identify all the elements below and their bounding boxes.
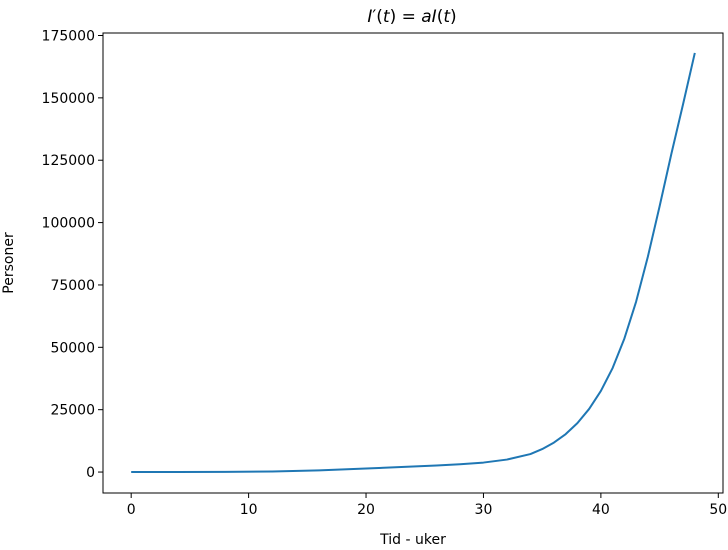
chart-title: I′(t) = aI(t) [367, 7, 456, 27]
title-prime: ′ [372, 7, 376, 27]
x-tick-label: 10 [240, 502, 258, 518]
x-axis-ticks: 0 10 20 30 40 50 [127, 493, 727, 518]
y-axis-label: Personer [1, 232, 17, 294]
series-line [131, 52, 696, 474]
y-tick-label: 150000 [42, 91, 95, 107]
x-tick-label: 30 [475, 502, 493, 518]
x-tick-label: 0 [127, 502, 136, 518]
series-layer [131, 52, 696, 474]
y-tick-label: 0 [86, 465, 95, 481]
plot-frame [102, 32, 724, 494]
y-tick-label: 175000 [42, 28, 95, 44]
x-tick-label: 20 [357, 502, 375, 518]
x-tick-label: 40 [592, 502, 610, 518]
x-tick-label: 50 [709, 502, 727, 518]
y-tick-label: 125000 [42, 153, 95, 169]
y-tick-label: 100000 [42, 216, 95, 232]
y-tick-label: 25000 [50, 403, 95, 419]
title-var-2: t [443, 7, 451, 27]
title-coef: a [421, 7, 431, 27]
y-tick-label: 50000 [50, 340, 95, 356]
title-close-eq: ) = [390, 7, 422, 27]
title-var-1: t [383, 7, 391, 27]
title-rhs-func: I [432, 7, 437, 27]
title-open-paren-2: ( [437, 7, 444, 27]
title-close-paren: ) [450, 7, 457, 27]
y-tick-label: 75000 [50, 278, 95, 294]
y-axis-ticks: 0 25000 50000 75000 100000 125000 150000 175000 [42, 28, 103, 481]
title-open-paren: ( [376, 7, 383, 27]
x-axis-label: Tid - uker [379, 532, 446, 548]
title-lhs-func: I [367, 7, 372, 27]
